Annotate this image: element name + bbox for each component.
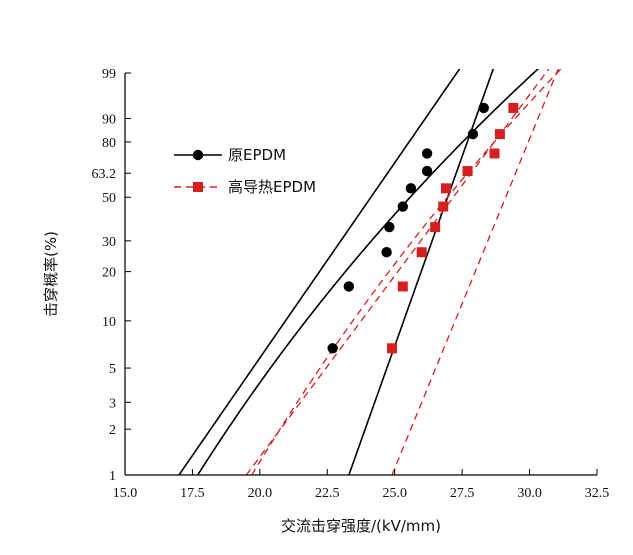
x-tick-label: 30.0 — [517, 486, 542, 501]
data-point-square — [430, 222, 441, 233]
data-point-circle — [397, 201, 409, 212]
data-point-square — [387, 343, 398, 354]
y-tick-label: 3 — [109, 396, 116, 411]
data-point-circle — [467, 128, 479, 140]
legend-marker-square — [193, 182, 203, 192]
data-point-square — [438, 201, 449, 212]
x-tick-label: 25.0 — [382, 486, 407, 501]
y-tick-label: 99 — [102, 67, 116, 82]
legend: 原EPDM 高导热EPDM — [174, 146, 316, 196]
y-tick-label: 5 — [109, 362, 116, 377]
data-point-square — [489, 148, 500, 159]
confidence-bound-line — [348, 69, 495, 475]
y-tick-label: 80 — [102, 136, 116, 151]
x-tick-label: 32.5 — [585, 486, 610, 501]
legend-marker-circle — [192, 149, 204, 161]
y-tick-label: 50 — [102, 191, 116, 206]
y-tick-label: 20 — [102, 266, 116, 281]
data-point-circle — [421, 148, 433, 159]
y-tick-label: 2 — [109, 423, 116, 438]
y-axis-ticks: 1 2 3 5 10 20 30 50 63.2 80 90 99 — [92, 67, 131, 484]
data-point-square — [462, 166, 473, 177]
data-point-circle — [343, 281, 355, 292]
data-point-circle — [421, 165, 433, 177]
axes — [124, 73, 597, 476]
y-tick-label: 30 — [102, 235, 116, 250]
data-point-circle — [478, 102, 489, 114]
legend-label: 高导热EPDM — [228, 178, 316, 196]
data-point-square — [397, 281, 408, 292]
fit-line — [251, 69, 562, 475]
fit-line — [197, 69, 540, 475]
x-tick-label: 22.5 — [315, 486, 340, 501]
confidence-bound-line — [178, 69, 461, 475]
x-tick-label: 17.5 — [180, 486, 205, 501]
data-markers — [327, 102, 519, 354]
confidence-bound-line — [391, 69, 559, 475]
y-tick-label: 90 — [102, 112, 116, 127]
y-tick-label: 10 — [102, 315, 116, 330]
x-tick-label: 15.0 — [113, 486, 138, 501]
y-tick-label: 63.2 — [92, 167, 117, 182]
data-point-square — [508, 102, 519, 113]
data-point-circle — [327, 343, 338, 354]
data-point-circle — [405, 183, 417, 194]
data-point-square — [416, 247, 427, 258]
x-axis-ticks: 15.0 17.5 20.0 22.5 25.0 27.5 30.0 32.5 — [113, 469, 610, 501]
x-tick-label: 27.5 — [450, 486, 475, 501]
data-point-circle — [381, 247, 392, 258]
curve-layer — [178, 69, 562, 475]
confidence-bound-line — [245, 69, 550, 475]
y-tick-label: 1 — [109, 469, 116, 484]
y-axis-title: 击穿概率(%) — [42, 231, 60, 317]
x-tick-label: 20.0 — [248, 486, 273, 501]
data-point-square — [494, 129, 505, 140]
x-axis-title: 交流击穿强度/(kV/mm) — [281, 517, 441, 535]
data-point-circle — [384, 221, 395, 233]
data-point-square — [440, 183, 451, 194]
legend-label: 原EPDM — [228, 146, 286, 164]
